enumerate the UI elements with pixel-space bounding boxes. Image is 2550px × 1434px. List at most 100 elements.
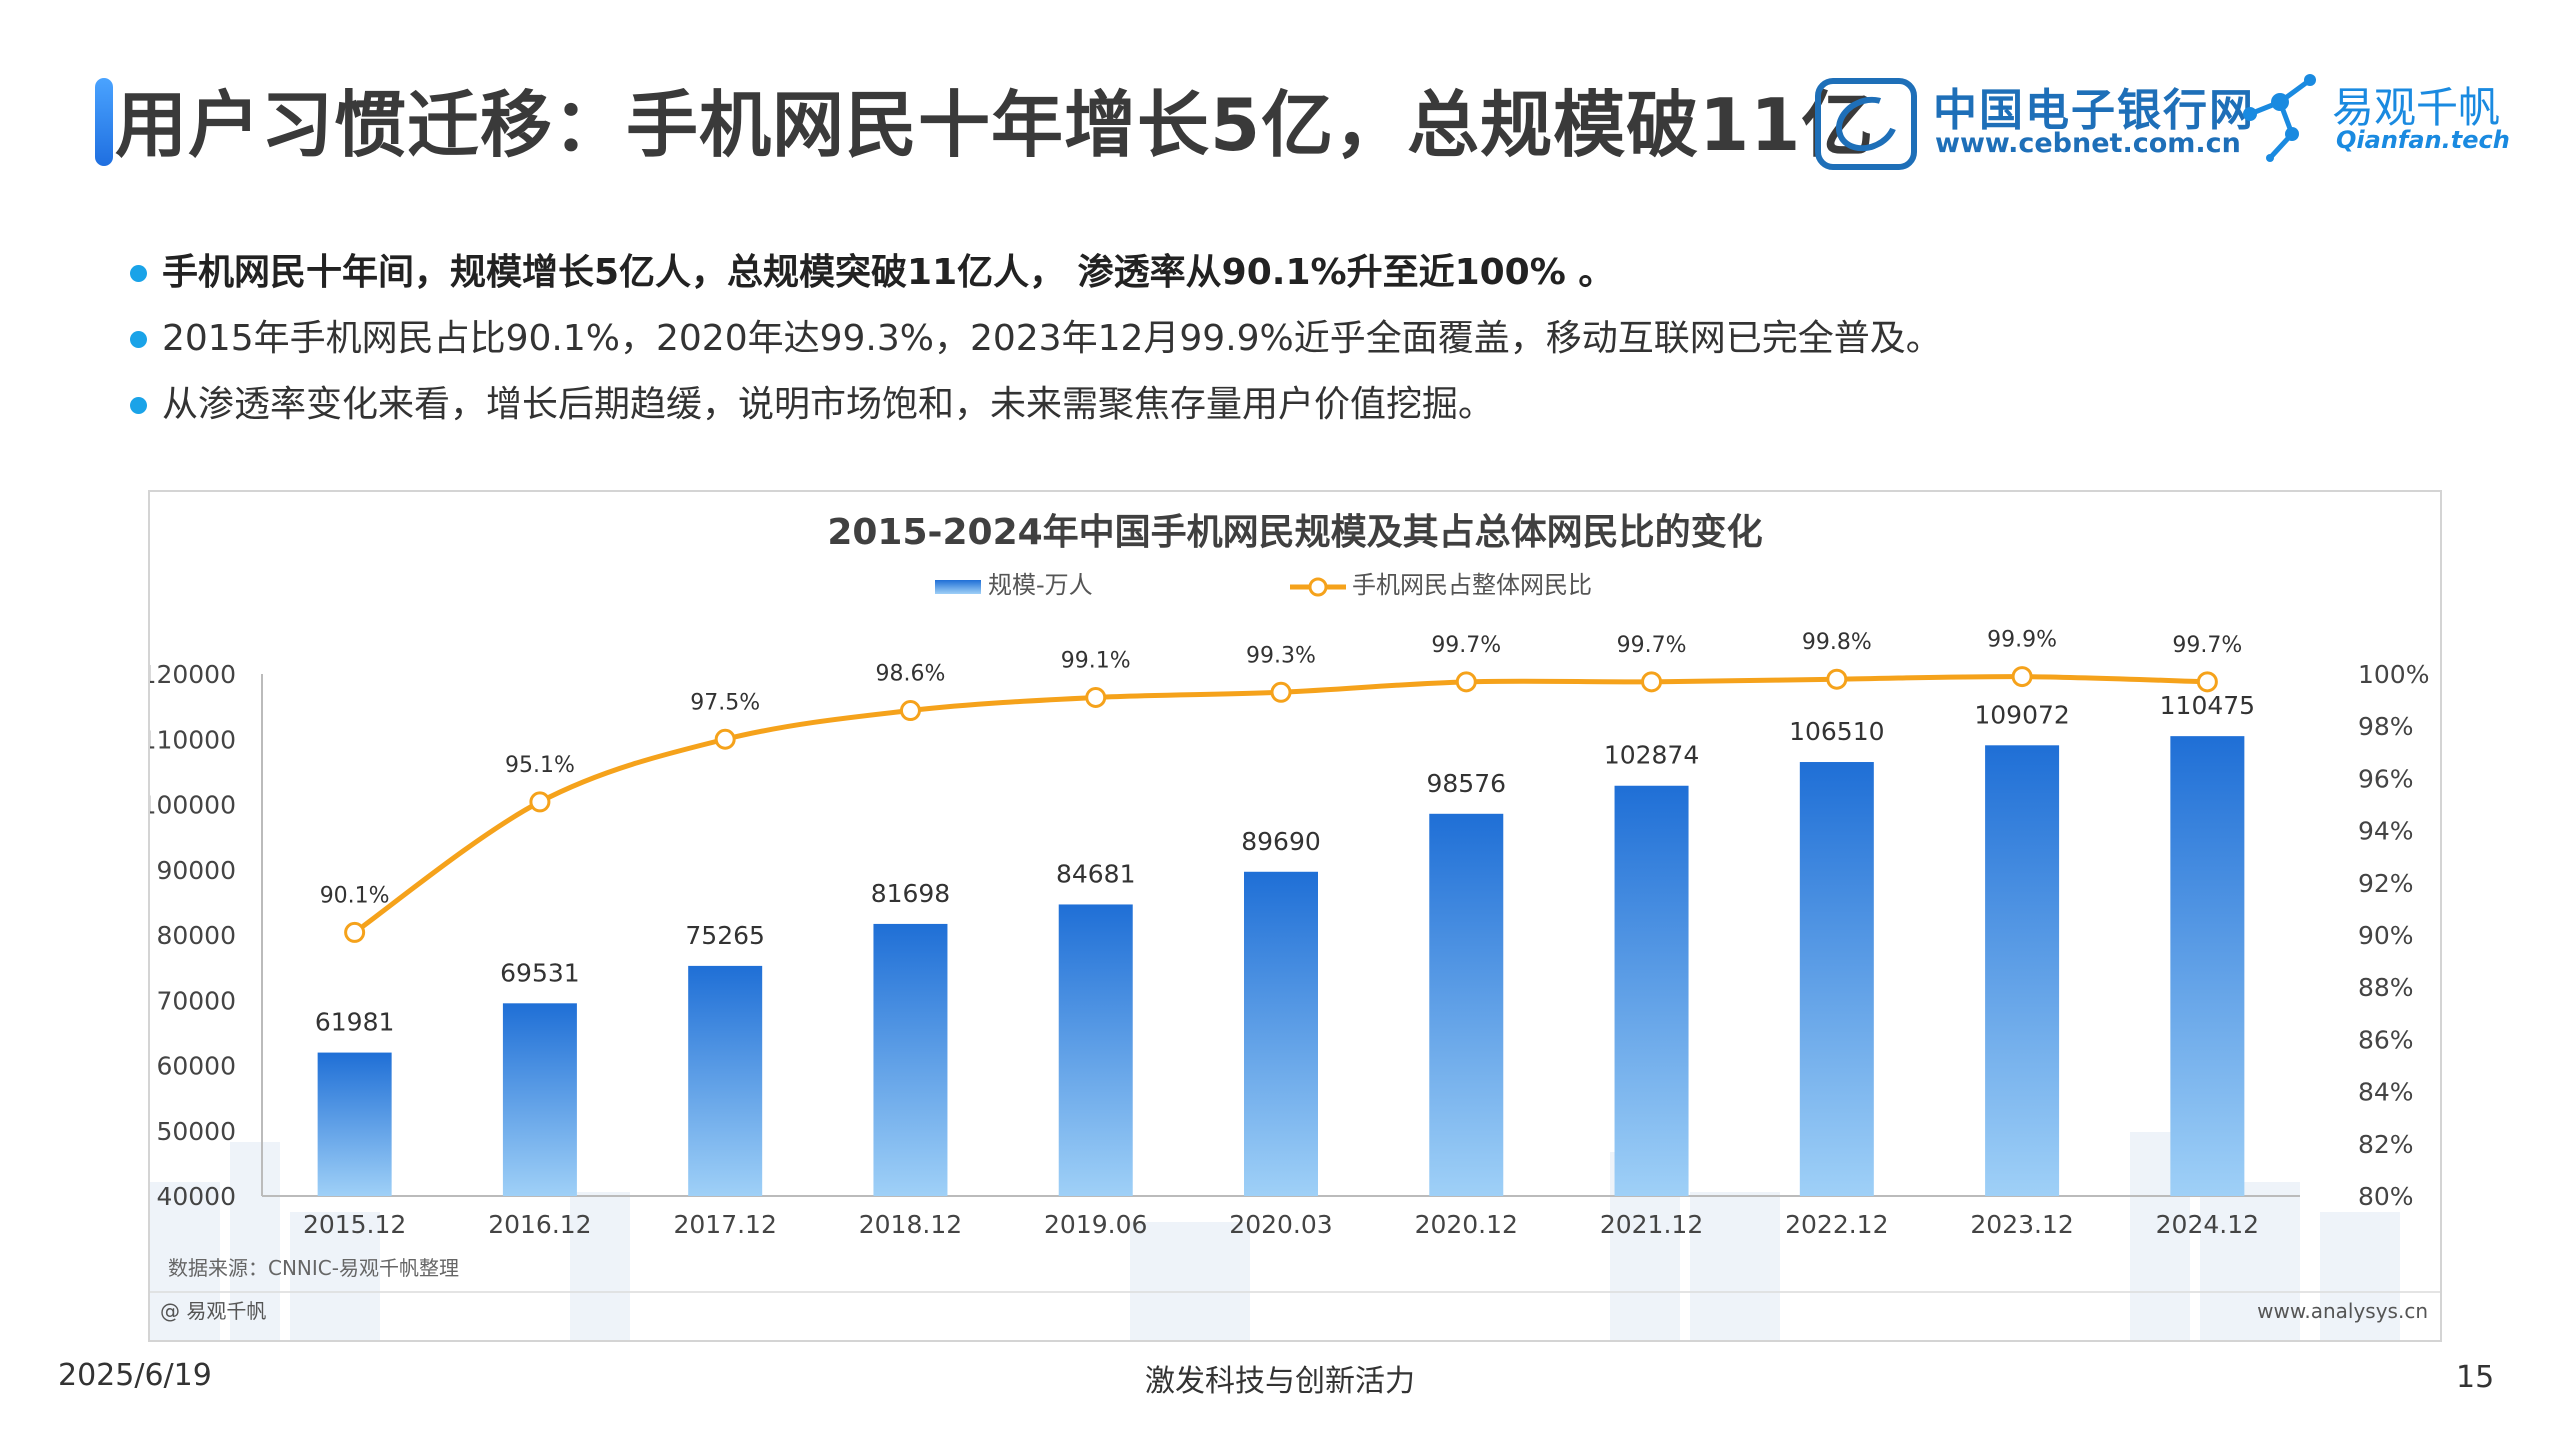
left-axis-tick-label: 90000 <box>156 856 236 885</box>
line-point <box>899 700 921 722</box>
line-point <box>529 791 551 813</box>
line-value-label: 99.7% <box>2172 633 2242 658</box>
right-axis-tick-label: 96% <box>2358 764 2414 793</box>
left-axis-tick-label: 70000 <box>156 986 236 1015</box>
summary-bullets: 手机网民十年间，规模增长5亿人，总规模突破11亿人， 渗透率从90.1%升至近1… <box>130 245 1942 443</box>
bar <box>873 923 948 1196</box>
x-axis-tick-label: 2023.12 <box>1970 1210 2073 1239</box>
left-axis-tick-label: 50000 <box>156 1117 236 1146</box>
bullet-dot-icon <box>130 397 147 414</box>
x-axis-tick-label: 2018.12 <box>859 1210 962 1239</box>
bar <box>1244 871 1318 1196</box>
left-axis-tick-label: 80000 <box>156 921 236 950</box>
line-value-label: 99.1% <box>1061 648 1131 673</box>
bar-value-label: 109072 <box>1974 700 2069 729</box>
qianfan-logo-url: Qianfan.tech <box>2336 126 2510 154</box>
bar <box>1985 745 2060 1196</box>
line-value-label: 97.5% <box>690 690 760 715</box>
chart-site-url: www.analysys.cn <box>2257 1299 2428 1323</box>
bar <box>317 1052 392 1196</box>
cebnet-logo-icon <box>1815 78 1917 170</box>
bar <box>1799 762 1874 1196</box>
bar <box>1614 785 1689 1196</box>
cebnet-logo-name: 中国电子银行网 <box>1933 85 2255 136</box>
bar-value-label: 102874 <box>1604 741 1699 770</box>
x-axis-tick-label: 2020.03 <box>1229 1210 1332 1239</box>
right-axis-tick-label: 92% <box>2358 869 2414 898</box>
right-axis-tick-label: 86% <box>2358 1025 2414 1054</box>
line-value-label: 99.7% <box>1431 633 1501 658</box>
qianfan-logo-icon <box>2243 74 2316 162</box>
right-axis-tick-label: 90% <box>2358 921 2414 950</box>
line-value-label: 99.3% <box>1246 643 1316 668</box>
bar <box>502 1003 577 1196</box>
footer-slogan: 激发科技与创新活力 <box>1145 1364 1415 1399</box>
line-point <box>1085 686 1107 708</box>
right-axis-tick-label: 94% <box>2358 817 2414 846</box>
bar <box>2170 736 2245 1196</box>
chart-panel: 2015-2024年中国手机网民规模及其占总体网民比的变化 规模-万人 手机网民… <box>148 490 2442 1342</box>
x-axis-tick-label: 2021.12 <box>1600 1210 1703 1239</box>
x-axis-tick-label: 2020.12 <box>1415 1210 1518 1239</box>
line-point <box>714 728 736 750</box>
bullet-dot-icon <box>130 331 147 348</box>
x-axis-tick-label: 2019.06 <box>1044 1210 1147 1239</box>
legend-line-label: 手机网民占整体网民比 <box>1352 571 1592 599</box>
combo-chart: 2015-2024年中国手机网民规模及其占总体网民比的变化 规模-万人 手机网民… <box>150 511 2440 1340</box>
bar-value-label: 89690 <box>1241 827 1321 856</box>
right-axis-tick-label: 88% <box>2358 973 2414 1002</box>
x-axis-tick-label: 2017.12 <box>673 1210 776 1239</box>
bar <box>1429 813 1504 1196</box>
line-point <box>1455 671 1477 693</box>
bar-value-label: 69531 <box>500 958 580 987</box>
line-value-label: 99.8% <box>1802 630 1872 655</box>
page-number: 15 <box>2456 1360 2495 1395</box>
left-axis-tick-label: 60000 <box>156 1052 236 1081</box>
left-axis-tick-label: 40000 <box>156 1182 236 1211</box>
bullet-dot-icon <box>130 265 147 282</box>
bar <box>688 965 763 1196</box>
right-axis-tick-label: 100% <box>2358 660 2429 689</box>
line-value-label: 98.6% <box>876 662 946 687</box>
bar <box>1058 904 1133 1196</box>
line-value-label: 90.1% <box>320 883 390 908</box>
bar-value-label: 75265 <box>685 921 765 950</box>
bar-value-label: 84681 <box>1056 859 1136 888</box>
bar-value-label: 61981 <box>315 1008 395 1037</box>
chart-source-note: 数据来源：CNNIC-易观千帆整理 <box>168 1256 459 1280</box>
bar-value-label: 110475 <box>2160 691 2255 720</box>
qianfan-logo-name: 易观千帆 <box>2332 83 2501 132</box>
bullet-item: 手机网民十年间，规模增长5亿人，总规模突破11亿人， 渗透率从90.1%升至近1… <box>130 245 1942 311</box>
right-axis-tick-label: 80% <box>2358 1182 2414 1211</box>
line-point <box>2011 666 2033 688</box>
page-title: 用户习惯迁移：手机网民十年增长5亿，总规模破11亿 <box>115 83 1875 167</box>
line-value-label: 99.7% <box>1617 633 1687 658</box>
right-axis-tick-label: 84% <box>2358 1078 2414 1107</box>
chart-legend: 规模-万人 手机网民占整体网民比 <box>935 571 1592 599</box>
left-axis-tick-label: 110000 <box>150 725 236 754</box>
bullet-item: 2015年手机网民占比90.1%，2020年达99.3%，2023年12月99.… <box>130 311 1942 377</box>
x-axis-tick-label: 2015.12 <box>303 1210 406 1239</box>
bar-value-label: 106510 <box>1789 717 1884 746</box>
line-value-label: 95.1% <box>505 753 575 778</box>
cebnet-logo-url: www.cebnet.com.cn <box>1935 128 2241 159</box>
line-point <box>1270 681 1292 703</box>
legend-line-marker <box>1308 577 1328 597</box>
bar-value-label: 81698 <box>871 879 951 908</box>
bullet-item: 从渗透率变化来看，增长后期趋缓，说明市场饱和，未来需聚焦存量用户价值挖掘。 <box>130 377 1942 443</box>
title-accent-bar <box>95 78 113 166</box>
left-axis-tick-label: 100000 <box>150 791 236 820</box>
bullet-text: 从渗透率变化来看，增长后期趋缓，说明市场饱和，未来需聚焦存量用户价值挖掘。 <box>162 384 1495 425</box>
footer-date: 2025/6/19 <box>58 1358 212 1393</box>
legend-bar-label: 规模-万人 <box>988 571 1093 599</box>
right-axis-tick-label: 82% <box>2358 1130 2414 1159</box>
bullet-text: 手机网民十年间，规模增长5亿人，总规模突破11亿人， 渗透率从90.1%升至近1… <box>162 252 1615 293</box>
x-axis-tick-label: 2016.12 <box>488 1210 591 1239</box>
bullet-text: 2015年手机网民占比90.1%，2020年达99.3%，2023年12月99.… <box>162 318 1942 359</box>
x-axis-tick-label: 2024.12 <box>2156 1210 2259 1239</box>
line-point <box>1641 671 1663 693</box>
chart-watermark: @ 易观千帆 <box>160 1299 266 1323</box>
left-axis-tick-label: 120000 <box>150 660 236 689</box>
right-axis-tick-label: 98% <box>2358 712 2414 741</box>
x-axis-tick-label: 2022.12 <box>1785 1210 1888 1239</box>
